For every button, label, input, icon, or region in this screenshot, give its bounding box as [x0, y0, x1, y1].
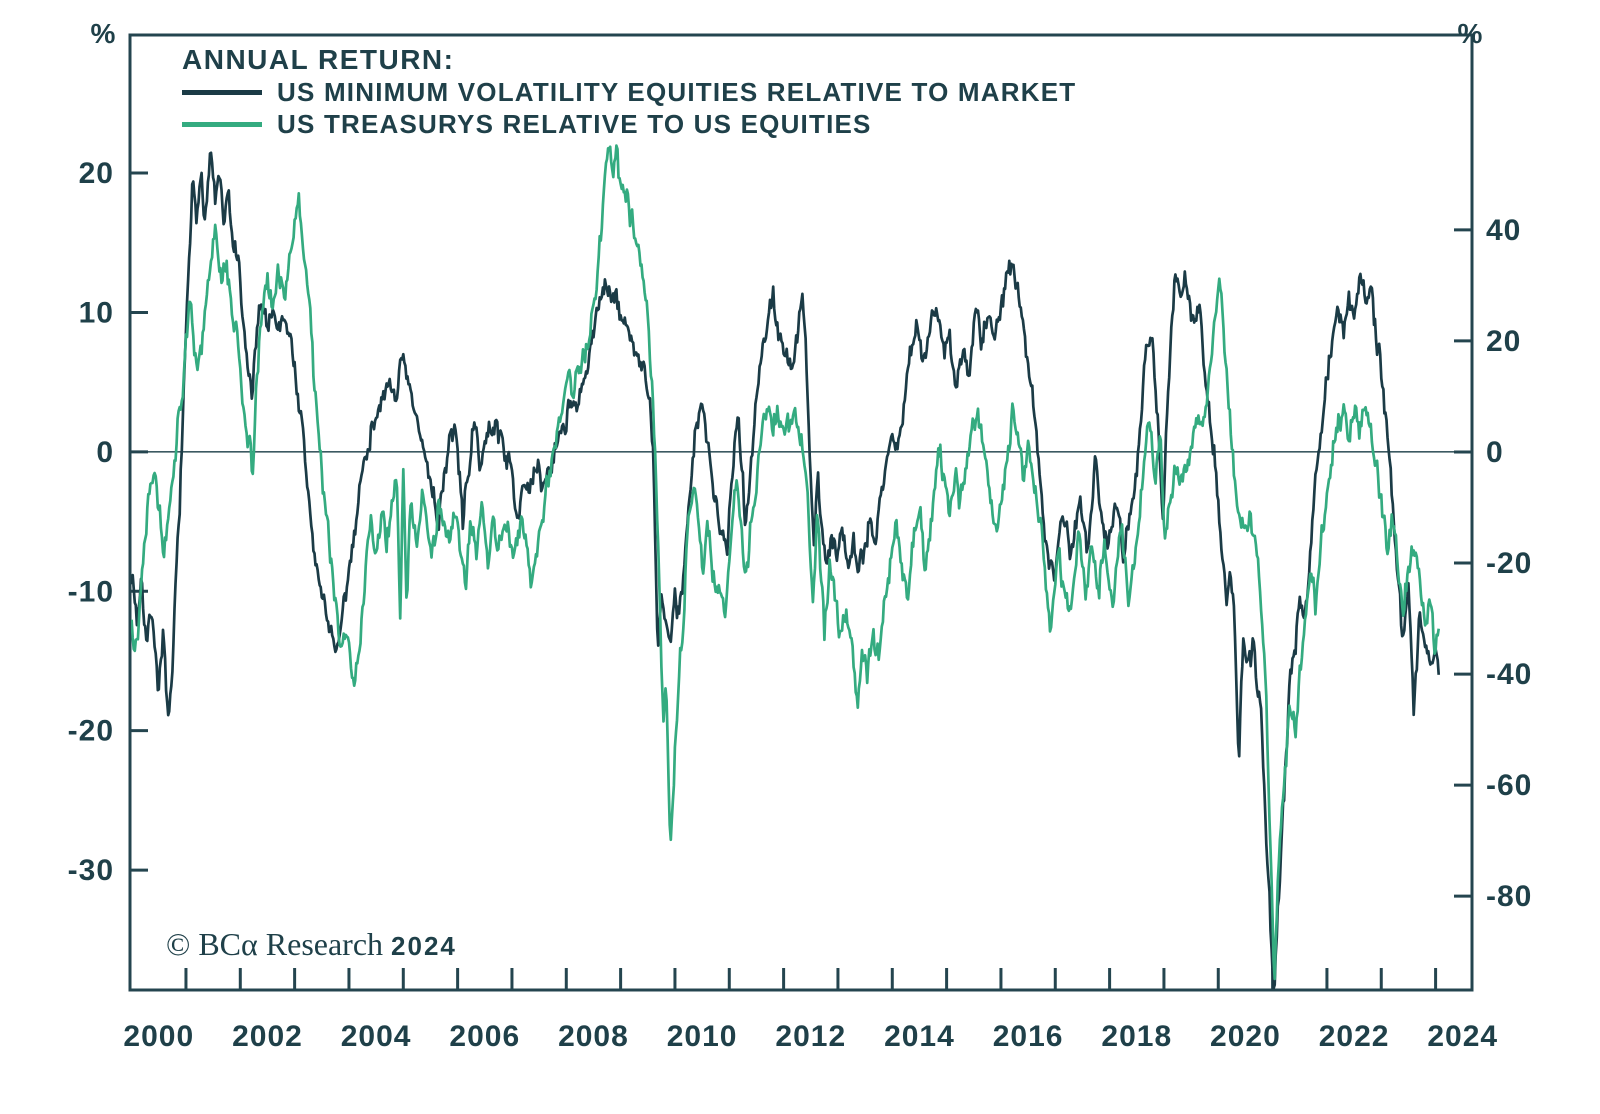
copyright-text: © BCα Research: [166, 926, 384, 962]
left-axis-tick-label: 0: [96, 436, 114, 469]
right-axis-tick-label: 0: [1486, 436, 1504, 469]
left-axis-tick-label: -10: [68, 575, 114, 608]
x-axis-label: 2022: [1319, 1020, 1390, 1053]
minvol-series-line: [131, 151, 1441, 989]
right-axis-unit-label: %: [1457, 18, 1483, 49]
right-axis-tick-label: -40: [1486, 658, 1532, 691]
x-axis-label: 2004: [341, 1020, 412, 1053]
treasurys-series-line: [131, 144, 1441, 981]
right-axis-tick-label: -60: [1486, 769, 1532, 802]
copyright: © BCα Research 2024: [166, 926, 457, 963]
x-axis-label: 2000: [123, 1020, 194, 1053]
x-axis-label: 2020: [1210, 1020, 1281, 1053]
right-axis-tick-label: 40: [1486, 214, 1521, 247]
legend-item-label: US TREASURYS RELATIVE TO US EQUITIES: [277, 108, 872, 139]
legend-item-label: US MINIMUM VOLATILITY EQUITIES RELATIVE …: [277, 76, 1077, 107]
left-axis-tick-label: -30: [68, 854, 114, 887]
copyright-year: 2024: [391, 931, 457, 961]
x-axis-label: 2014: [884, 1020, 955, 1053]
right-axis-tick-label: 20: [1486, 325, 1521, 358]
x-axis-label: 2012: [775, 1020, 846, 1053]
legend-item-minvol: US MINIMUM VOLATILITY EQUITIES RELATIVE …: [182, 76, 1076, 108]
minvol-line-swatch: [182, 89, 262, 95]
legend: ANNUAL RETURN: US MINIMUM VOLATILITY EQU…: [182, 44, 1076, 140]
left-axis-unit-label: %: [90, 18, 116, 49]
x-axis-label: 2008: [558, 1020, 629, 1053]
x-axis-label: 2010: [667, 1020, 738, 1053]
right-axis-tick-label: -20: [1486, 547, 1532, 580]
left-axis-tick-label: 20: [79, 157, 114, 190]
left-axis-tick-label: -20: [68, 715, 114, 748]
left-axis-tick-label: 10: [79, 296, 114, 329]
right-axis-tick-label: -80: [1486, 880, 1532, 913]
x-axis-label: 2006: [449, 1020, 520, 1053]
x-axis-label: 2016: [993, 1020, 1064, 1053]
legend-title: ANNUAL RETURN:: [182, 44, 455, 75]
x-axis-label: 2002: [232, 1020, 303, 1053]
plot-border: [128, 33, 1474, 992]
treasurys-line-swatch: [182, 121, 262, 127]
x-axis-label: 2018: [1101, 1020, 1172, 1053]
legend-item-treasurys: US TREASURYS RELATIVE TO US EQUITIES: [182, 108, 1076, 140]
x-axis-label: 2024: [1427, 1020, 1498, 1053]
